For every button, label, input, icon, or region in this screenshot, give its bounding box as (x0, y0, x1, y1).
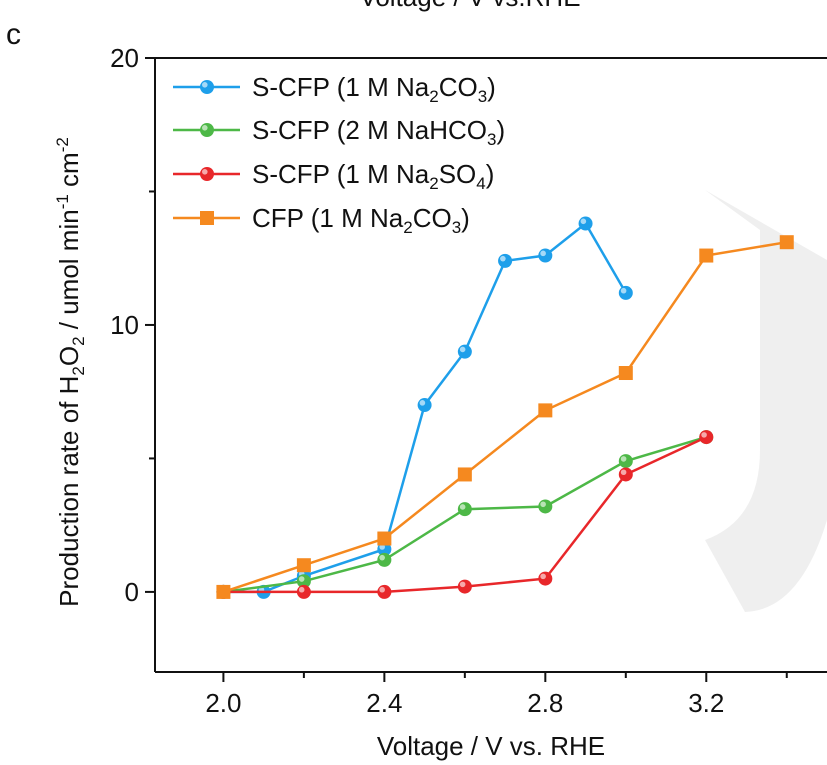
legend-marker (200, 123, 214, 137)
y-tick-label: 10 (110, 310, 139, 340)
data-point-highlight (500, 255, 506, 262)
data-point-highlight (701, 432, 707, 438)
data-point (699, 430, 714, 445)
data-point (377, 584, 392, 599)
data-point-highlight (298, 576, 305, 582)
axes: 2.0 2.4 2.8 3.2 0 10 20 (110, 43, 827, 718)
data-point (498, 253, 513, 268)
legend-label: CFP (1 M Na2CO3) (252, 203, 470, 237)
series-layer (216, 216, 794, 599)
data-point-highlight (540, 501, 546, 508)
legend-label: S-CFP (1 M Na2SO4) (252, 159, 494, 193)
y-tick-label: 20 (110, 43, 139, 73)
data-point-highlight (540, 250, 546, 257)
data-point-highlight (620, 469, 627, 476)
y-title-mid: O (54, 346, 84, 366)
legend-marker (200, 211, 214, 225)
y-title-sup2: -2 (53, 137, 72, 152)
watermark-shape (705, 190, 827, 612)
legend-marker-highlight (202, 125, 208, 131)
legend-label: S-CFP (2 M NaHCO3) (252, 115, 505, 149)
x-tick-label: 2.8 (527, 688, 563, 718)
data-point (216, 584, 231, 599)
panel-label: c (6, 18, 21, 51)
data-point (377, 552, 392, 567)
data-point-highlight (620, 456, 627, 462)
data-point (457, 579, 472, 594)
y-title-suffix1: / umol min (54, 209, 84, 336)
data-point (457, 502, 472, 517)
x-axis-title: Voltage / V vs. RHE (377, 731, 605, 761)
data-point (296, 558, 311, 573)
legend-marker-highlight (202, 82, 208, 88)
legend-item-2: S-CFP (2 M NaHCO3) (173, 115, 505, 149)
data-point (538, 403, 553, 418)
data-point-highlight (459, 346, 466, 353)
data-point-highlight (540, 573, 546, 580)
legend-marker (200, 167, 214, 181)
legend-label: S-CFP (1 M Na2CO3) (252, 72, 496, 106)
data-point-highlight (379, 586, 385, 593)
y-title-sub2: 2 (69, 336, 88, 345)
y-tick-label: 0 (125, 577, 139, 607)
data-point-highlight (298, 586, 305, 593)
legend-marker-highlight (202, 169, 208, 175)
legend: S-CFP (1 M Na2CO3) S-CFP (2 M NaHCO3) S-CF… (173, 72, 505, 237)
x-tick-label: 2.4 (366, 688, 402, 718)
series-4 (216, 235, 794, 599)
y-title-prefix: Production rate of H (54, 376, 84, 607)
data-point (457, 467, 472, 482)
data-point (618, 285, 633, 300)
data-point (699, 248, 714, 263)
legend-item-4: CFP (1 M Na2CO3) (173, 203, 470, 237)
data-point-highlight (459, 581, 466, 588)
data-point-highlight (459, 504, 466, 510)
data-point (538, 571, 553, 586)
top-cut-title: Voltage / V vs.RHE (359, 0, 580, 12)
y-title-sub1: 2 (69, 366, 88, 375)
data-point (779, 235, 794, 250)
data-point (377, 531, 392, 546)
data-point-highlight (379, 554, 385, 561)
series-3 (216, 430, 714, 599)
data-point (618, 467, 633, 482)
data-point-highlight (580, 218, 587, 225)
y-title-sup1: -1 (53, 194, 72, 209)
series-1 (216, 216, 633, 599)
data-point (538, 499, 553, 514)
data-point (296, 584, 311, 599)
legend-marker (200, 80, 214, 94)
series-2 (216, 430, 714, 599)
data-point-highlight (620, 287, 627, 294)
legend-item-1: S-CFP (1 M Na2CO3) (173, 72, 496, 106)
y-title-suffix2: cm (54, 152, 84, 194)
data-point (618, 454, 633, 469)
x-tick-label: 2.0 (205, 688, 241, 718)
x-tick-label: 3.2 (688, 688, 724, 718)
data-point (538, 248, 553, 263)
data-point (618, 366, 633, 381)
data-point-highlight (379, 544, 385, 550)
data-point (457, 344, 472, 359)
data-point (578, 216, 593, 231)
y-axis-title: Production rate of H2O2 / umol min-1 cm-… (53, 137, 88, 607)
legend-item-3: S-CFP (1 M Na2SO4) (173, 159, 494, 193)
data-point-highlight (419, 400, 426, 406)
series-line (223, 240, 788, 594)
data-point (417, 398, 432, 413)
